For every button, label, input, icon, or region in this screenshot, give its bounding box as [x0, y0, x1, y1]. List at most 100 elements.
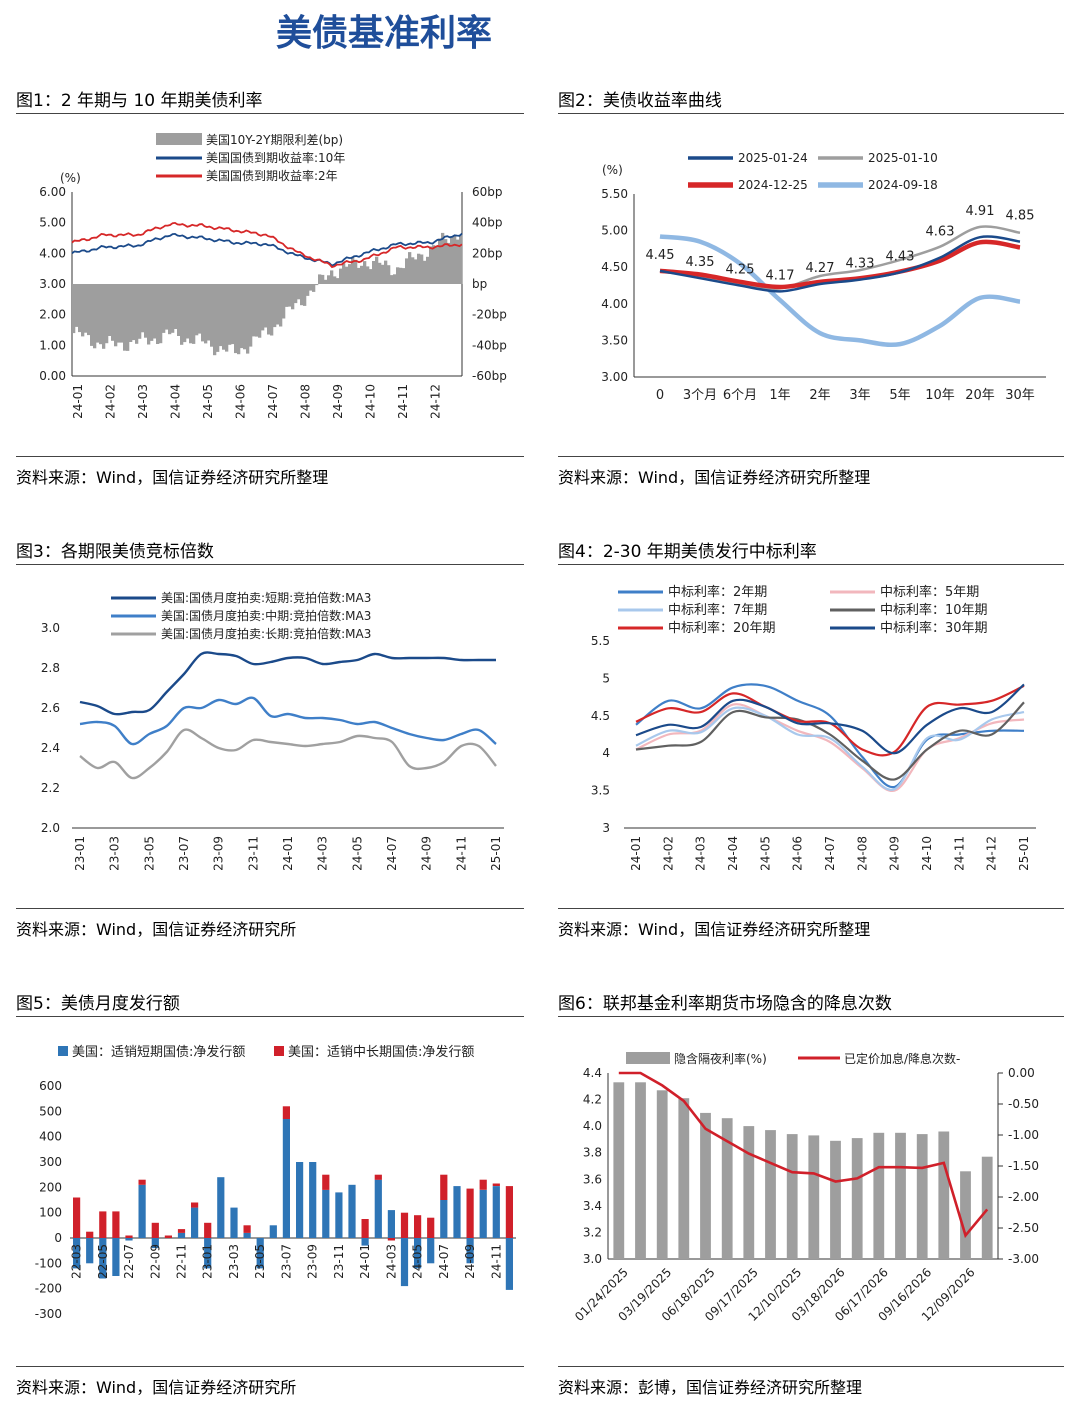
fig1-spread-bar	[168, 284, 172, 335]
fig1-spread-bar	[183, 284, 187, 343]
fig2-chart: 2025-01-24 2025-01-10 2024-12-25 2024-09-18…	[601, 151, 1046, 403]
fig1-spread-bar	[351, 256, 355, 284]
fig2-data-label: 4.45	[646, 248, 675, 263]
fig4-y-tick: 3.5	[591, 784, 610, 798]
fig6-right-tick: -2.00	[1008, 1190, 1039, 1204]
fig5-bar-short	[322, 1189, 330, 1238]
fig5-x-tick: 23-09	[306, 1244, 320, 1279]
fig1-spread-bar	[420, 254, 424, 284]
fig5-x-tick: 24-09	[463, 1244, 477, 1279]
fig6-bar	[873, 1132, 885, 1259]
fig4-y-tick: 5.5	[591, 634, 610, 648]
fig5-bar-short	[99, 1238, 107, 1279]
fig1-spread-bar	[231, 284, 235, 345]
fig1-spread-bar	[387, 265, 391, 284]
fig1-spread-bar	[189, 284, 193, 344]
fig2-x-tick: 20年	[965, 388, 995, 403]
fig2-unit-label: (%)	[602, 163, 623, 177]
fig3-x-tick: 25-01	[489, 836, 503, 871]
fig2-y-tick: 4.00	[601, 297, 628, 311]
fig1-spread-bar	[396, 267, 400, 284]
fig1-spread-bar	[216, 284, 220, 352]
fig1-spread-bar	[453, 235, 457, 284]
fig4-x-tick: 24-08	[855, 836, 869, 871]
fig1-spread-bar	[162, 284, 166, 333]
fig5-bar-short	[191, 1207, 199, 1238]
fig6-left-tick: 3.0	[583, 1252, 602, 1266]
fig6-bar	[656, 1090, 668, 1259]
fig6-right-tick: -2.50	[1008, 1221, 1039, 1235]
fig1-spread-bar	[339, 268, 343, 284]
fig5-bar-short	[361, 1238, 369, 1246]
fig1-spread-bar	[444, 239, 448, 284]
fig4-x-tick: 24-07	[823, 836, 837, 871]
fig1-spread-bar	[93, 284, 97, 349]
fig1-spread-bar	[294, 284, 298, 304]
fig3-y-tick: 3.0	[41, 621, 60, 635]
fig1-spread-bar	[306, 284, 310, 296]
fig1-spread-bar	[243, 284, 247, 350]
fig1-spread-bar	[336, 278, 340, 284]
fig1-spread-bar	[288, 284, 292, 307]
fig2-data-label: 4.35	[686, 255, 715, 270]
fig1-spread-bar	[117, 284, 121, 343]
fig3-x-tick: 24-01	[281, 836, 295, 871]
fig2-legend-2025-01-10: 2025-01-10	[868, 151, 938, 165]
fig5-bar-short	[204, 1238, 212, 1269]
fig1-x-tick: 24-03	[136, 384, 150, 419]
fig3-title: 图3：各期限美债竞标倍数	[16, 542, 214, 562]
fig6-bar	[938, 1131, 950, 1259]
fig6-left-tick: 3.8	[583, 1146, 602, 1160]
fig1-spread-bar	[111, 284, 115, 341]
fig5-bar-short	[453, 1186, 461, 1238]
fig5-bar-short	[73, 1238, 81, 1269]
fig5-x-tick: 22-09	[148, 1244, 162, 1279]
fig6-bar	[743, 1126, 755, 1259]
fig4-x-tick: 24-05	[758, 836, 772, 871]
fig5-bar-long	[112, 1211, 120, 1238]
fig1-spread-bar	[129, 284, 133, 342]
fig3-x-tick: 23-05	[142, 836, 156, 871]
fig5-y-tick: -300	[35, 1307, 62, 1321]
fig5-legend-swatch	[274, 1046, 284, 1056]
fig5-bar-short	[282, 1118, 290, 1238]
fig1-x-tick: 24-02	[104, 384, 118, 419]
fig3-line-1	[79, 696, 497, 746]
fig1-spread-bar	[441, 232, 445, 284]
fig1-x-tick: 24-10	[364, 384, 378, 419]
fig1-left-tick: 2.00	[39, 308, 66, 322]
fig1-spread-bar	[429, 246, 433, 284]
fig5-y-tick: 600	[39, 1079, 62, 1093]
fig5-bar-long	[86, 1231, 94, 1238]
fig1-chart: 美国10Y-2Y期限利差(bp) 美国国债到期收益率:10年美国国债到期收益率:2…	[39, 133, 507, 419]
fig5-y-tick: 100	[39, 1206, 62, 1220]
fig2-x-tick: 0	[656, 388, 664, 403]
fig1-bottom-rule	[16, 456, 524, 457]
fig1-spread-bar	[384, 260, 388, 284]
fig3-y-tick: 2.0	[41, 821, 60, 835]
fig5-bar-long	[73, 1197, 81, 1238]
fig5-bar-long	[191, 1202, 199, 1208]
fig5-x-tick: 23-07	[279, 1244, 293, 1279]
fig4-x-tick: 24-06	[791, 836, 805, 871]
fig4-legend-item: 中标利率：30年期	[880, 620, 988, 636]
fig1-right-tick: 20bp	[472, 246, 503, 260]
fig1-spread-bar	[192, 284, 196, 344]
fig5-bar-short	[479, 1189, 487, 1238]
fig6-bar	[895, 1132, 906, 1259]
fig2-x-tick: 3个月	[683, 388, 717, 403]
fig2-data-label: 4.25	[726, 263, 755, 278]
fig2-line-2025-01-24	[659, 235, 1021, 293]
fig5-bar-short	[86, 1238, 94, 1264]
fig5-bar-short	[348, 1184, 356, 1238]
fig2-y-tick: 3.00	[601, 370, 628, 384]
fig5-bar-long	[427, 1217, 435, 1238]
fig1-x-tick: 24-09	[331, 384, 345, 419]
fig1-spread-bar	[300, 284, 304, 306]
fig1-spread-bar	[363, 261, 367, 284]
fig1-legend-spread-swatch	[156, 133, 202, 145]
fig5-bar-short	[269, 1225, 277, 1238]
fig3-x-tick: 24-07	[385, 836, 399, 871]
fig4-x-tick: 24-12	[985, 836, 999, 871]
fig1-spread-bar	[303, 284, 307, 306]
